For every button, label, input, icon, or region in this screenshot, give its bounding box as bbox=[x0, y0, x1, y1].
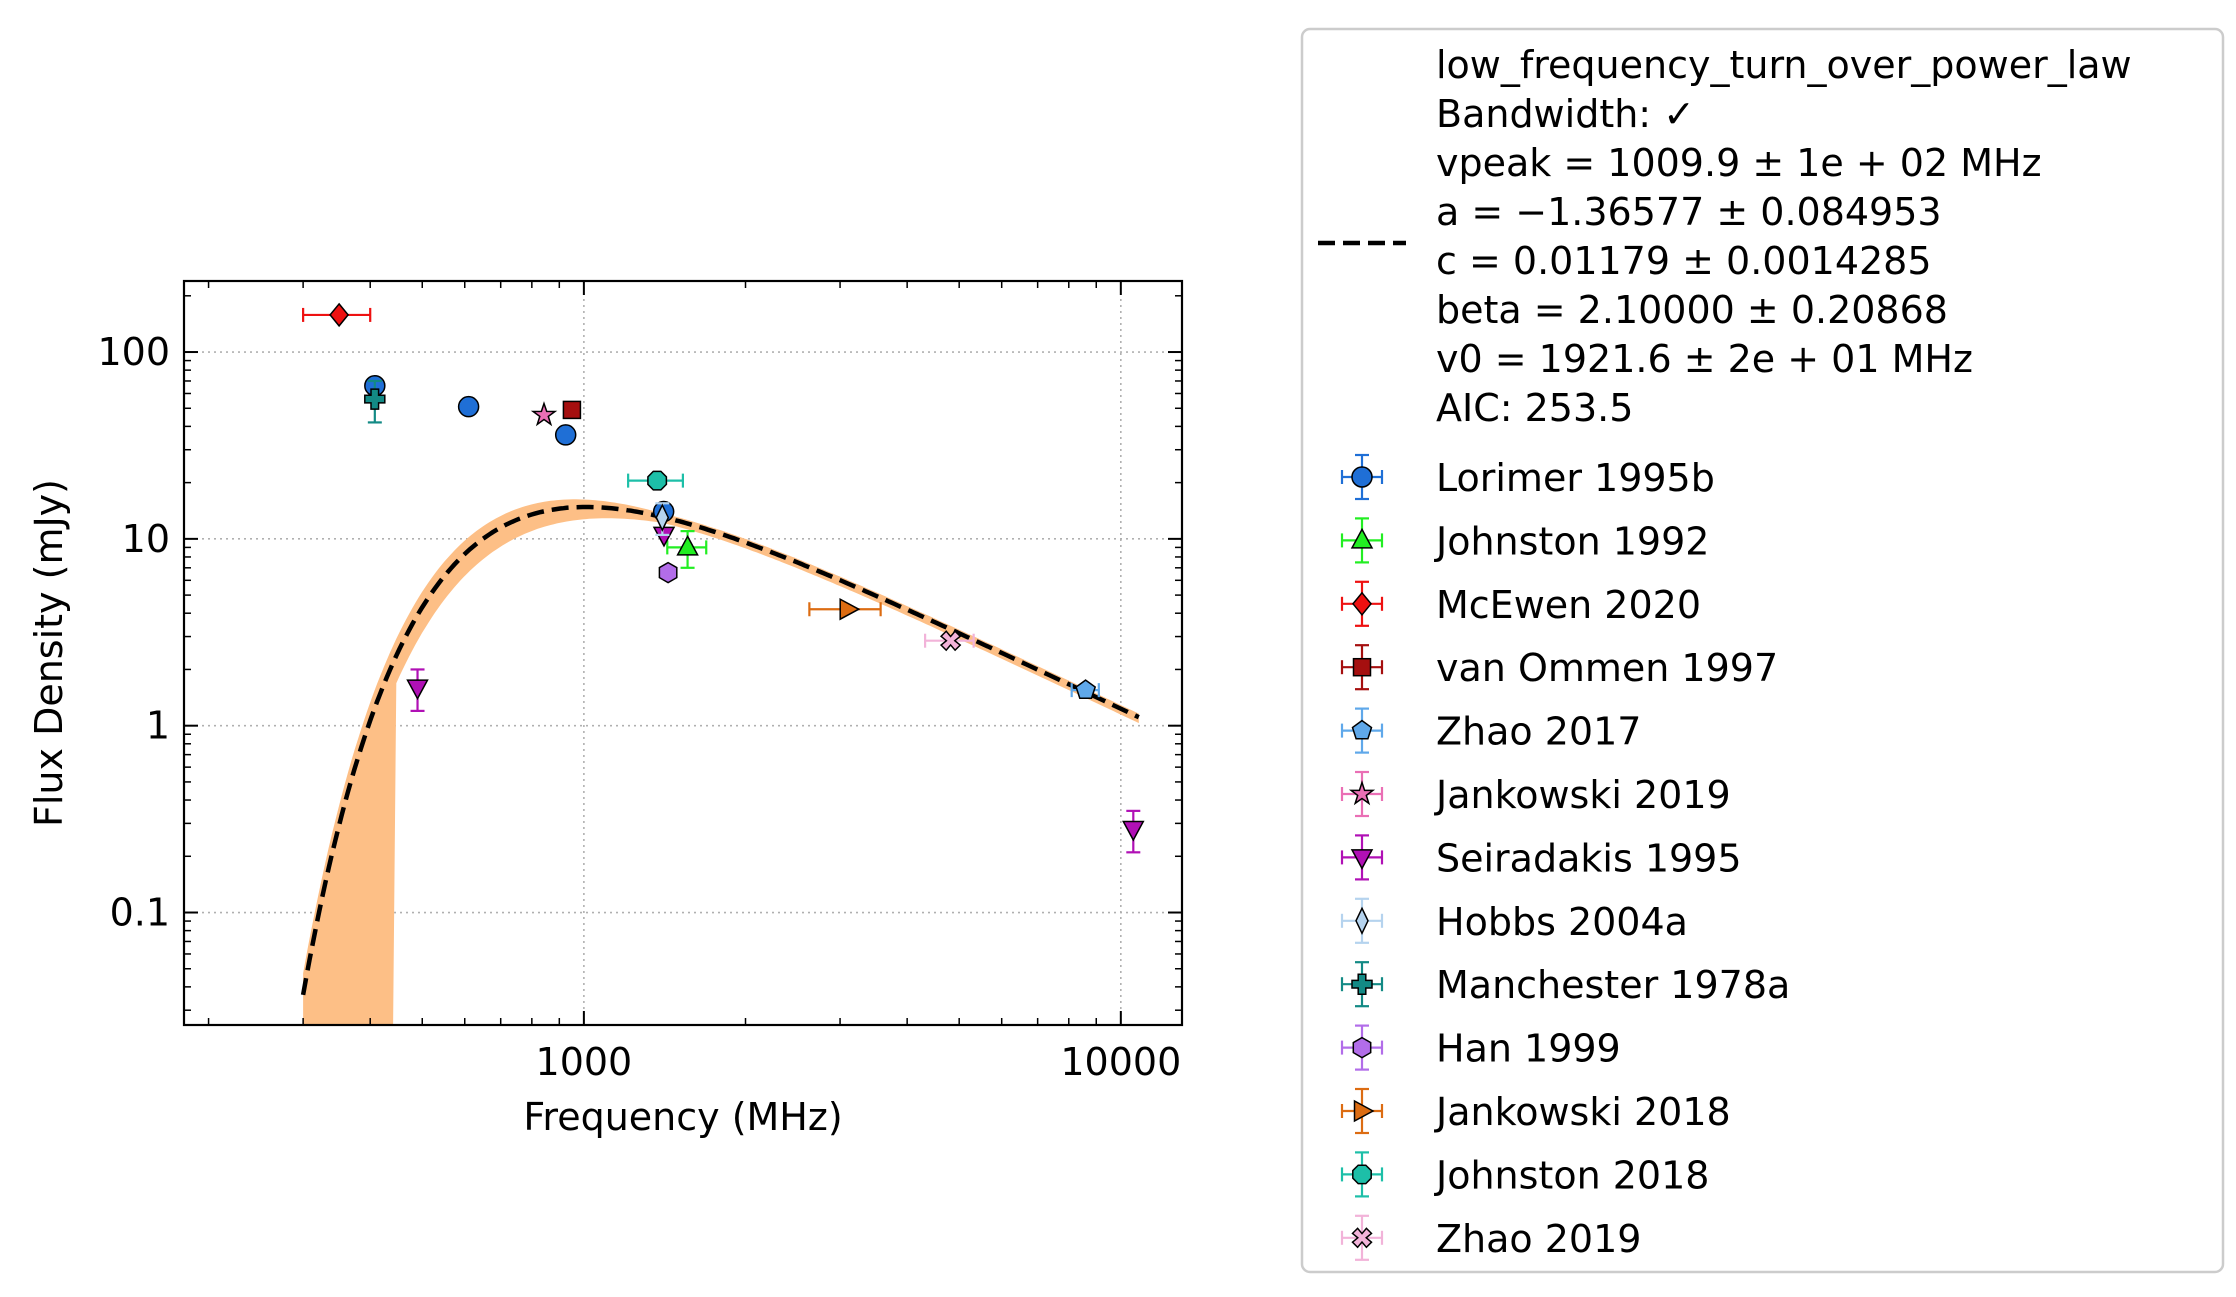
series bbox=[923, 630, 975, 652]
data-point bbox=[655, 503, 670, 532]
data-points bbox=[302, 302, 1145, 854]
legend-entry-label: Hobbs 2004a bbox=[1436, 900, 1688, 944]
legend-fit-text: AIC: 253.5 bbox=[1436, 386, 1633, 430]
legend-marker bbox=[1351, 1227, 1373, 1249]
legend-entry-label: Han 1999 bbox=[1436, 1027, 1621, 1071]
legend-frame bbox=[1300, 27, 2225, 1274]
legend-marker bbox=[1351, 973, 1373, 995]
legend-fit-text: Bandwidth: ✓ bbox=[1436, 92, 1695, 136]
legend-entry-label: Jankowski 2019 bbox=[1434, 773, 1731, 817]
data-point bbox=[406, 679, 429, 701]
series bbox=[666, 530, 708, 569]
y-tick-label: 1 bbox=[146, 704, 170, 748]
fit-curve bbox=[300, 504, 1140, 996]
legend-entry-label: Johnston 1992 bbox=[1434, 519, 1709, 563]
legend-marker bbox=[1352, 1164, 1372, 1185]
legend-marker bbox=[1350, 527, 1374, 549]
legend-marker bbox=[1352, 657, 1372, 677]
series bbox=[302, 302, 372, 328]
legend-entry-label: Zhao 2019 bbox=[1436, 1217, 1641, 1261]
y-tick-label: 0.1 bbox=[110, 891, 170, 935]
legend-entry-label: Seiradakis 1995 bbox=[1436, 836, 1742, 880]
data-point bbox=[530, 401, 558, 427]
data-point bbox=[364, 388, 386, 410]
legend-entry-label: Lorimer 1995b bbox=[1436, 456, 1715, 500]
series bbox=[627, 470, 684, 491]
legend-marker bbox=[1350, 849, 1374, 870]
data-point bbox=[839, 597, 861, 621]
legend-marker bbox=[1353, 1099, 1375, 1123]
legend-marker bbox=[1355, 906, 1369, 936]
y-axis-label: Flux Density (mJy) bbox=[27, 479, 71, 827]
legend-entry-label: Zhao 2017 bbox=[1436, 710, 1641, 754]
data-point bbox=[676, 534, 699, 556]
series bbox=[808, 597, 882, 621]
x-tick-label: 10000 bbox=[1060, 1040, 1181, 1084]
y-tick-label: 100 bbox=[97, 330, 170, 374]
fit-band bbox=[303, 499, 1139, 1025]
series bbox=[530, 401, 558, 427]
legend-fit-text: c = 0.01179 ± 0.0014285 bbox=[1436, 239, 1932, 283]
plot-frame bbox=[182, 279, 1184, 1027]
legend-marker bbox=[1352, 591, 1372, 616]
fit-line bbox=[300, 504, 1140, 996]
legend-entry-label: Jankowski 2018 bbox=[1434, 1090, 1731, 1134]
x-tick-label: 1000 bbox=[536, 1040, 633, 1084]
series bbox=[655, 502, 670, 537]
x-axis-label: Frequency (MHz) bbox=[523, 1095, 842, 1139]
data-point bbox=[457, 395, 480, 418]
series bbox=[406, 526, 1145, 854]
legend-marker bbox=[1348, 780, 1376, 806]
data-point bbox=[554, 424, 577, 446]
series bbox=[1070, 679, 1100, 699]
legend-entry-label: McEwen 2020 bbox=[1436, 583, 1701, 627]
legend: low_frequency_turn_over_power_law Bandwid… bbox=[1300, 27, 2225, 1274]
series bbox=[562, 400, 582, 420]
legend-fit-text: a = −1.36577 ± 0.084953 bbox=[1436, 190, 1942, 234]
y-tick-label: 10 bbox=[122, 517, 170, 561]
legend-fit-text: low_frequency_turn_over_power_law bbox=[1436, 43, 2132, 87]
legend-fit-text: vpeak = 1009.9 ± 1e + 02 MHz bbox=[1436, 141, 2042, 185]
series bbox=[364, 379, 386, 424]
legend-marker bbox=[1351, 719, 1373, 740]
legend-entry-label: Johnston 2018 bbox=[1434, 1153, 1709, 1197]
data-point bbox=[329, 302, 350, 328]
legend-fit-text: v0 = 1921.6 ± 2e + 01 MHz bbox=[1436, 337, 1973, 381]
data-point bbox=[939, 630, 962, 652]
data-point bbox=[562, 400, 582, 420]
legend-entry-label: van Ommen 1997 bbox=[1436, 646, 1778, 690]
data-point bbox=[1075, 679, 1097, 699]
grid bbox=[184, 281, 1182, 1025]
legend-marker bbox=[1351, 466, 1373, 488]
data-point bbox=[1122, 820, 1145, 842]
data-point bbox=[658, 561, 678, 584]
legend-entry-label: Manchester 1978a bbox=[1436, 963, 1790, 1007]
legend-fit-text: beta = 2.10000 ± 0.20868 bbox=[1436, 288, 1948, 332]
fit-uncertainty-band bbox=[303, 499, 1139, 1025]
legend-marker bbox=[1352, 1036, 1372, 1059]
axis-ticks: 1000 10000 0.1 1 10 100 bbox=[97, 281, 1182, 1084]
series bbox=[658, 561, 678, 584]
data-point bbox=[647, 470, 668, 491]
